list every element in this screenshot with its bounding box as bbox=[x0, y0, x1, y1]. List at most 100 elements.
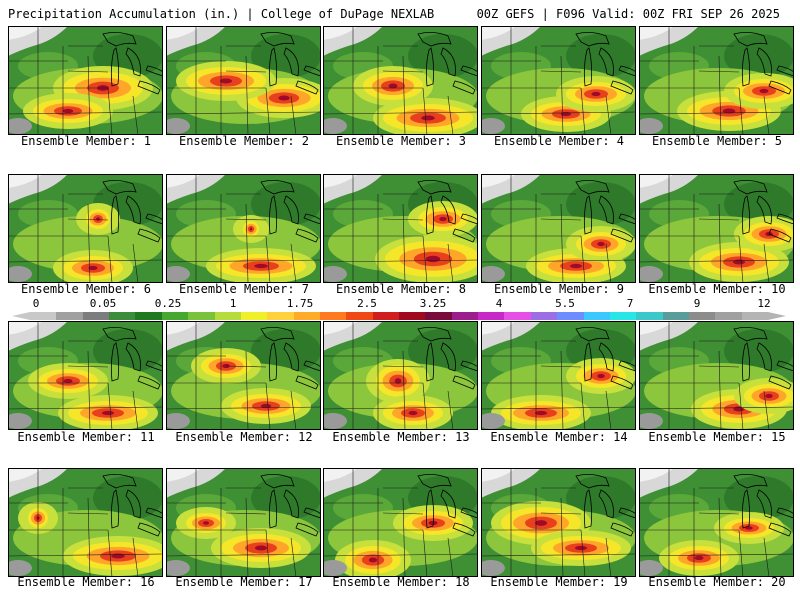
ensemble-member-label: Ensemble Member: 16 bbox=[17, 575, 155, 589]
ensemble-map-panel bbox=[639, 321, 794, 430]
ensemble-member-label: Ensemble Member: 1 bbox=[20, 134, 152, 148]
colorbar-swatch bbox=[451, 312, 479, 320]
colorbar-swatch bbox=[741, 312, 769, 320]
ensemble-map-panel bbox=[166, 321, 321, 430]
colorbar-swatch bbox=[662, 312, 690, 320]
colorbar-tick-label: 0.05 bbox=[89, 297, 117, 310]
ensemble-member-label: Ensemble Member: 11 bbox=[17, 430, 155, 444]
precip-map bbox=[8, 321, 163, 430]
ensemble-map-panel bbox=[481, 26, 636, 135]
colorbar-swatch bbox=[82, 312, 110, 320]
ensemble-member-label: Ensemble Member: 13 bbox=[332, 430, 470, 444]
precip-map bbox=[166, 26, 321, 135]
colorbar-swatch bbox=[372, 312, 400, 320]
colorbar-swatch bbox=[109, 312, 136, 320]
ensemble-map-panel bbox=[323, 174, 478, 283]
precip-map bbox=[8, 468, 163, 577]
colorbar-swatch bbox=[267, 312, 295, 320]
precip-map bbox=[323, 174, 478, 283]
colorbar-swatch bbox=[636, 312, 664, 320]
colorbar-swatch bbox=[504, 312, 532, 320]
ensemble-member-label: Ensemble Member: 7 bbox=[178, 282, 310, 296]
colorbar-swatch bbox=[715, 312, 743, 320]
ensemble-map-panel bbox=[481, 321, 636, 430]
colorbar-swatch bbox=[425, 312, 453, 320]
ensemble-map-panel bbox=[8, 321, 163, 430]
ensemble-map-panel bbox=[166, 26, 321, 135]
colorbar-tick-label: 2.5 bbox=[357, 297, 377, 310]
precip-map bbox=[166, 321, 321, 430]
ensemble-member-label: Ensemble Member: 14 bbox=[490, 430, 628, 444]
colorbar-tick-label: 3.25 bbox=[419, 297, 447, 310]
precip-map bbox=[481, 174, 636, 283]
ensemble-member-label: Ensemble Member: 12 bbox=[175, 430, 313, 444]
model-valid-time: 00Z GEFS | F096 Valid: 00Z FRI SEP 26 20… bbox=[476, 7, 780, 21]
colorbar-swatch bbox=[399, 312, 426, 320]
colorbar-swatch bbox=[530, 312, 558, 320]
ensemble-member-label: Ensemble Member: 20 bbox=[648, 575, 786, 589]
precip-map bbox=[639, 26, 794, 135]
precip-map bbox=[323, 468, 478, 577]
precip-map bbox=[481, 321, 636, 430]
ensemble-map-panel bbox=[639, 468, 794, 577]
map-title: Precipitation Accumulation (in.) | Colle… bbox=[8, 7, 435, 21]
ensemble-member-label: Ensemble Member: 17 bbox=[175, 575, 313, 589]
ensemble-member-label: Ensemble Member: 4 bbox=[493, 134, 625, 148]
colorbar-tick-label: 7 bbox=[626, 297, 634, 310]
ensemble-member-label: Ensemble Member: 10 bbox=[648, 282, 786, 296]
colorbar-swatch bbox=[135, 312, 163, 320]
ensemble-map-panel bbox=[166, 468, 321, 577]
ensemble-member-label: Ensemble Member: 18 bbox=[332, 575, 470, 589]
precip-map bbox=[481, 468, 636, 577]
ensemble-map-panel bbox=[8, 174, 163, 283]
ensemble-member-label: Ensemble Member: 8 bbox=[335, 282, 467, 296]
colorbar-swatch bbox=[293, 312, 321, 320]
ensemble-member-label: Ensemble Member: 3 bbox=[335, 134, 467, 148]
colorbar-tick-label: 1.75 bbox=[286, 297, 314, 310]
ensemble-map-panel bbox=[166, 174, 321, 283]
colorbar-tick-label: 12 bbox=[757, 297, 771, 310]
precip-map bbox=[639, 468, 794, 577]
precip-map bbox=[323, 26, 478, 135]
ensemble-member-label: Ensemble Member: 6 bbox=[20, 282, 152, 296]
colorbar-swatch bbox=[214, 312, 242, 320]
precip-map bbox=[323, 321, 478, 430]
colorbar bbox=[30, 312, 788, 320]
precip-map bbox=[639, 321, 794, 430]
ensemble-map-panel bbox=[481, 174, 636, 283]
ensemble-member-label: Ensemble Member: 5 bbox=[651, 134, 783, 148]
colorbar-swatch bbox=[161, 312, 189, 320]
colorbar-tick-label: 4 bbox=[495, 297, 503, 310]
colorbar-tick-label: 9 bbox=[693, 297, 701, 310]
ensemble-map-panel bbox=[8, 26, 163, 135]
colorbar-swatch bbox=[30, 312, 57, 320]
colorbar-swatch bbox=[478, 312, 505, 320]
ensemble-member-label: Ensemble Member: 19 bbox=[490, 575, 628, 589]
colorbar-tick-label: 1 bbox=[229, 297, 237, 310]
colorbar-swatch bbox=[688, 312, 716, 320]
ensemble-map-panel bbox=[639, 26, 794, 135]
colorbar-swatch bbox=[240, 312, 268, 320]
ensemble-member-label: Ensemble Member: 9 bbox=[493, 282, 625, 296]
colorbar-swatch bbox=[188, 312, 215, 320]
colorbar-swatch bbox=[557, 312, 584, 320]
ensemble-map-panel bbox=[481, 468, 636, 577]
ensemble-member-label: Ensemble Member: 2 bbox=[178, 134, 310, 148]
ensemble-member-label: Ensemble Member: 15 bbox=[648, 430, 786, 444]
ensemble-map-panel bbox=[8, 468, 163, 577]
colorbar-tick-label: 0.25 bbox=[154, 297, 182, 310]
precip-map bbox=[166, 174, 321, 283]
precip-map bbox=[8, 174, 163, 283]
ensemble-map-panel bbox=[323, 26, 478, 135]
ensemble-map-panel bbox=[323, 321, 478, 430]
colorbar-swatch bbox=[319, 312, 347, 320]
ensemble-map-panel bbox=[639, 174, 794, 283]
colorbar-left-arrow bbox=[12, 312, 30, 320]
colorbar-swatch bbox=[56, 312, 84, 320]
colorbar-right-arrow bbox=[768, 312, 786, 320]
colorbar-tick-label: 0 bbox=[32, 297, 40, 310]
colorbar-swatch bbox=[346, 312, 374, 320]
precip-map bbox=[639, 174, 794, 283]
colorbar-swatch bbox=[609, 312, 637, 320]
colorbar-tick-label: 5.5 bbox=[555, 297, 575, 310]
